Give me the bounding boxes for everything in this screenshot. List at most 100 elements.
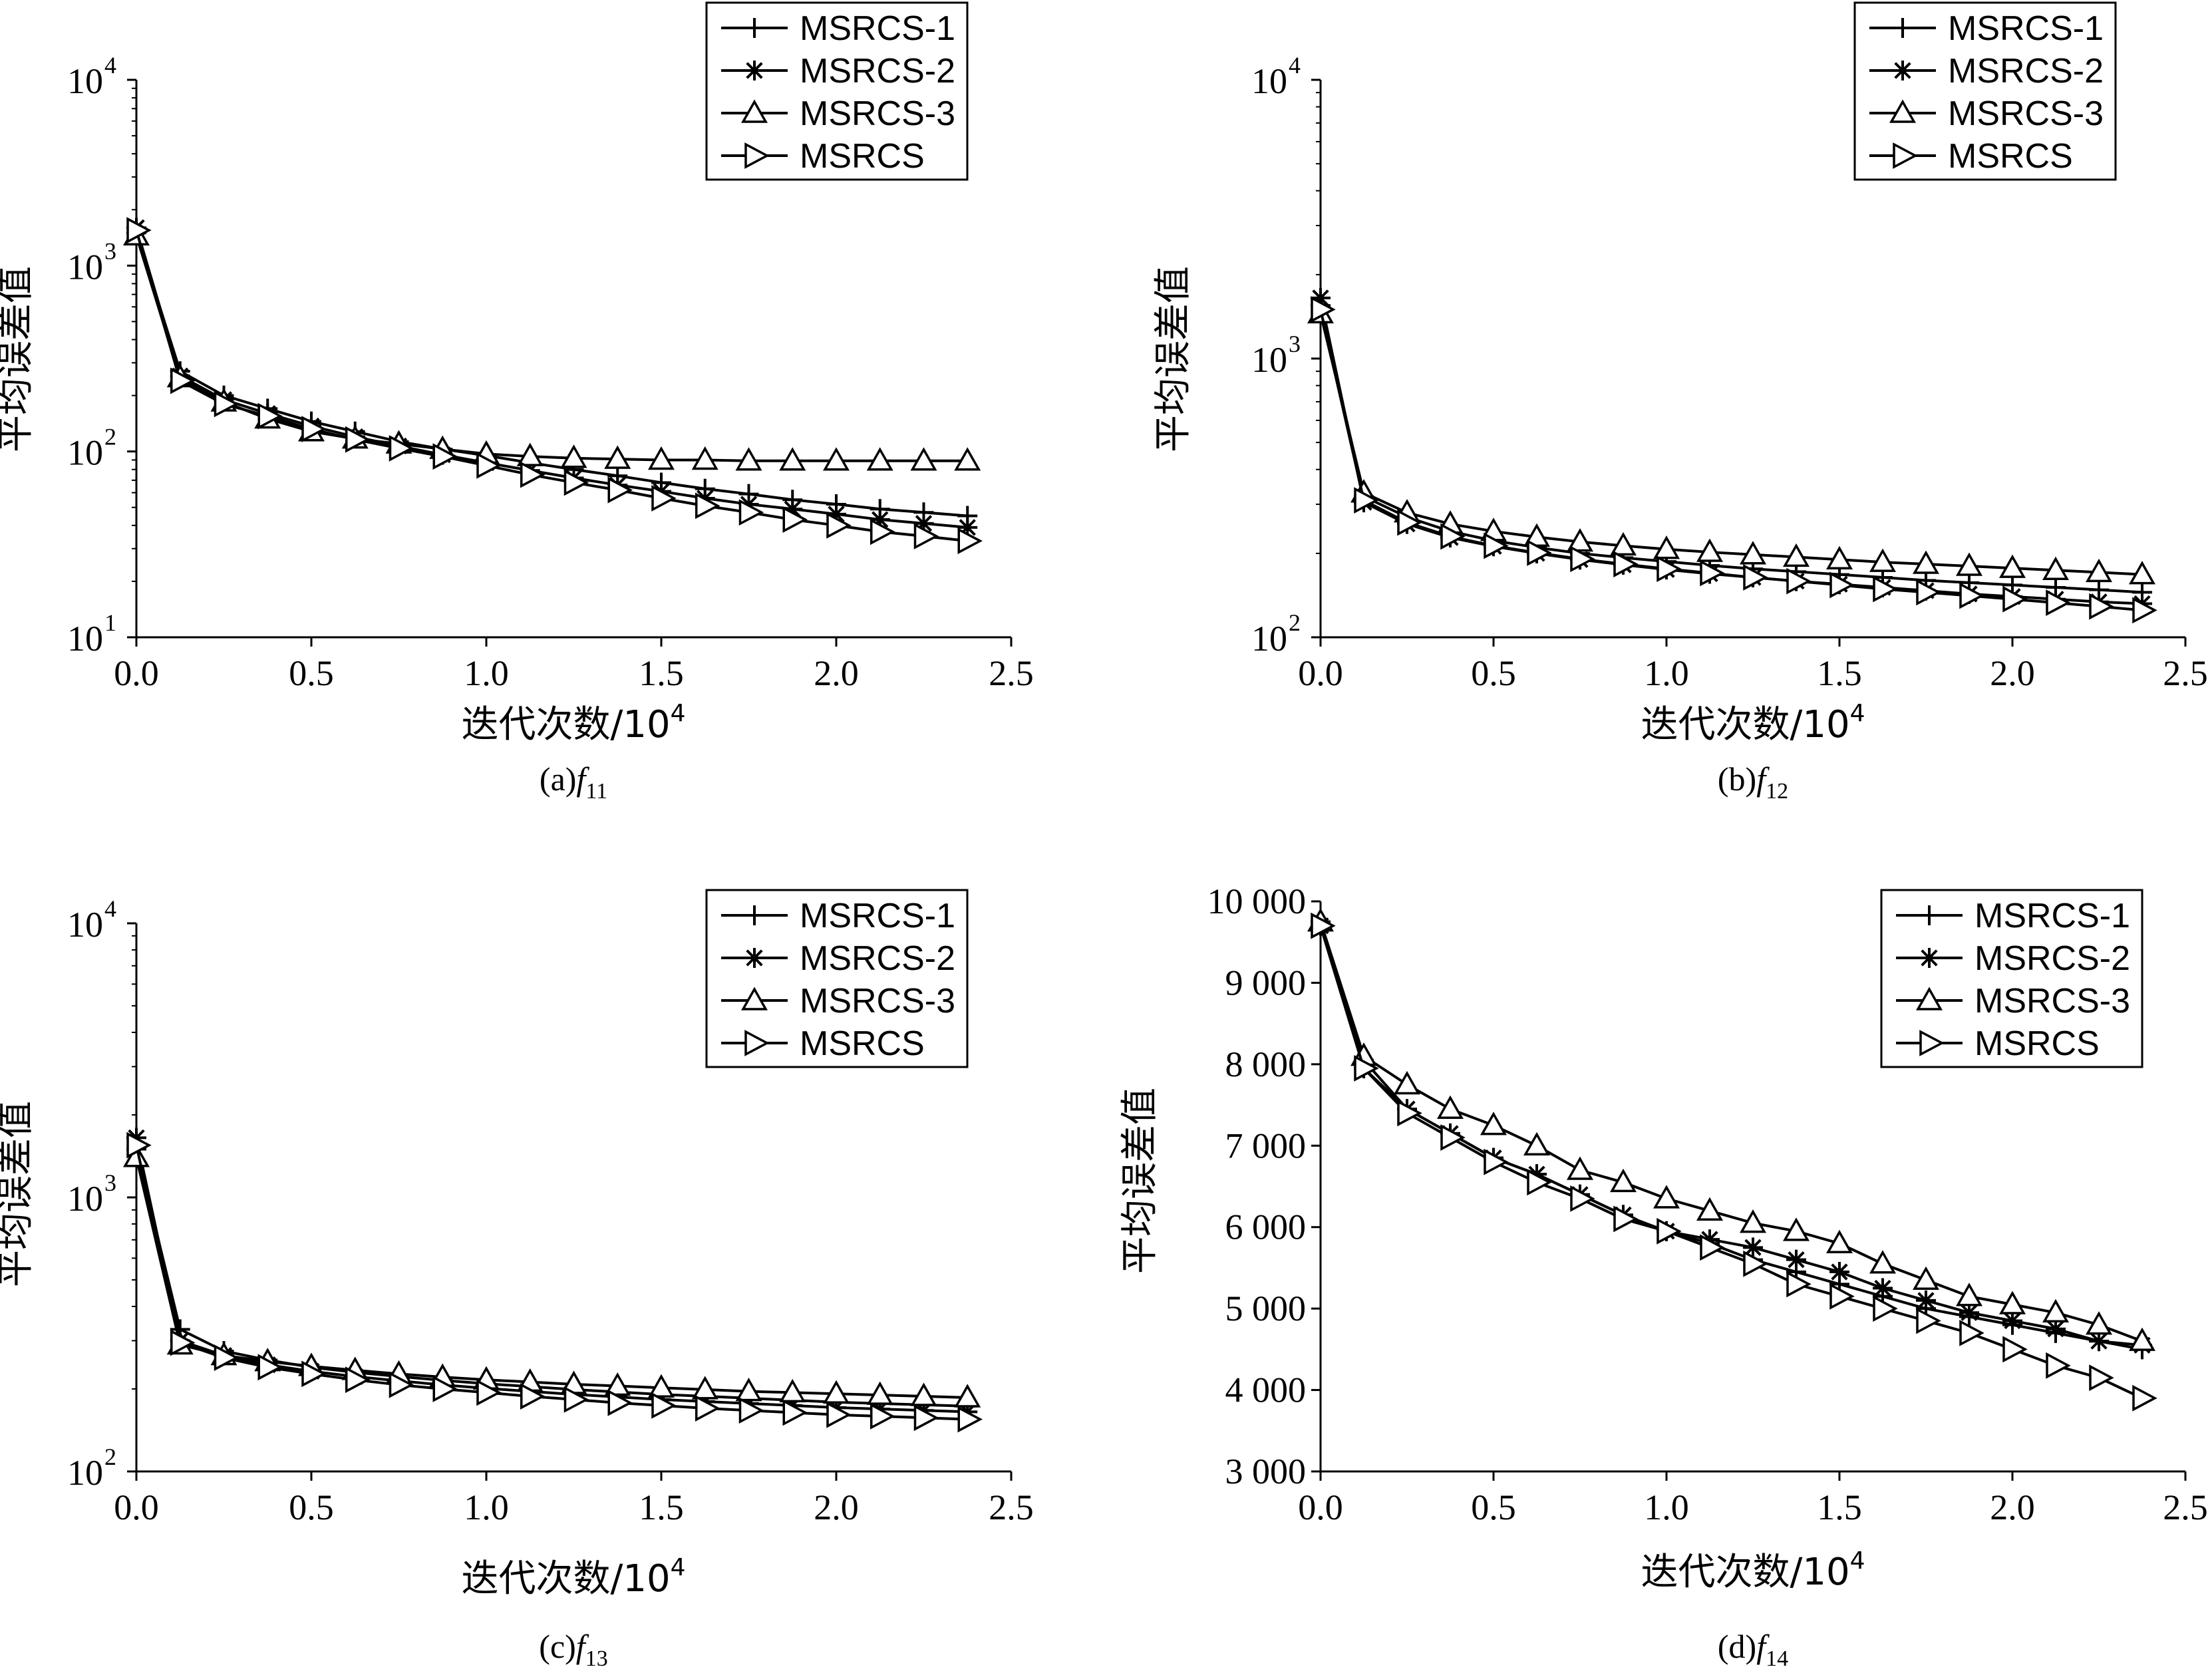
data-point-msrcs	[2132, 1384, 2157, 1412]
data-point-msrcs-3	[1739, 541, 1767, 565]
legend-label: MSRCS-2	[800, 939, 955, 978]
x-axis-label-text: 迭代次数/10	[1641, 703, 1849, 746]
data-point-msrcs	[1959, 582, 1984, 609]
data-point-msrcs-3	[1869, 548, 1897, 572]
legend-marker	[1919, 948, 1939, 968]
data-point-msrcs	[651, 1392, 677, 1419]
data-point-msrcs-3	[647, 1374, 675, 1398]
data-point-msrcs	[2002, 585, 2028, 613]
y-tick-exponent: 3	[1289, 331, 1301, 357]
data-point-msrcs-3	[735, 447, 762, 471]
data-point-msrcs	[1311, 296, 1336, 323]
caption-prefix: (d)	[1718, 1628, 1756, 1665]
data-point-msrcs	[1484, 1148, 1509, 1175]
x-tick-label: 2.0	[1990, 653, 2035, 693]
legend-label: MSRCS-3	[1948, 94, 2104, 133]
data-point-msrcs	[1829, 571, 1855, 599]
data-point-msrcs	[563, 469, 589, 496]
x-tick-label: 2.5	[989, 1487, 1034, 1527]
y-tick-exponent: 3	[104, 237, 116, 264]
y-tick-exponent: 1	[104, 609, 116, 636]
data-point-msrcs	[2002, 1336, 2028, 1363]
data-point-msrcs	[1354, 1055, 1379, 1082]
x-axis-label-exponent: 4	[1850, 700, 1865, 727]
series-line-msrcs	[1319, 309, 2143, 612]
data-point-msrcs	[432, 1376, 458, 1402]
y-tick-label: 5 000	[1225, 1289, 1307, 1328]
y-axis-label: 平均误差值	[1118, 1088, 1162, 1274]
data-point-msrcs-3	[735, 1378, 762, 1402]
y-tick-label: 3 000	[1225, 1451, 1307, 1491]
data-point-msrcs-3	[1782, 543, 1810, 567]
caption-subscript: 13	[585, 1646, 608, 1671]
data-point-msrcs	[1829, 1283, 1855, 1310]
data-point-msrcs	[957, 1406, 983, 1433]
data-point-msrcs	[1916, 1307, 1941, 1334]
data-point-msrcs	[476, 452, 502, 479]
data-point-msrcs-2	[2002, 1310, 2022, 1331]
data-point-msrcs-2	[826, 504, 846, 524]
legend-label: MSRCS	[1975, 1024, 2100, 1063]
data-point-msrcs-3	[1869, 1250, 1897, 1274]
series-line-msrcs	[135, 229, 968, 543]
legend-label: MSRCS-2	[800, 52, 955, 90]
x-tick-label: 0.0	[114, 653, 159, 693]
y-tick-label: 10	[1251, 340, 1287, 380]
data-point-msrcs	[1786, 1271, 1812, 1298]
data-point-msrcs-2	[2046, 1318, 2066, 1339]
data-point-msrcs-3	[1912, 550, 1940, 574]
data-point-msrcs	[1786, 567, 1812, 595]
data-point-msrcs	[389, 1371, 414, 1398]
data-point-msrcs-2	[1916, 1290, 1936, 1310]
y-tick-exponent: 4	[104, 895, 116, 922]
y-tick-label: 10	[67, 1179, 103, 1219]
legend-marker	[744, 61, 764, 80]
data-point-msrcs	[2089, 1364, 2114, 1392]
data-point-msrcs-2	[1743, 1237, 1763, 1258]
data-point-msrcs	[957, 528, 983, 555]
x-tick-label: 2.5	[2163, 1487, 2208, 1527]
data-point-msrcs	[1873, 1295, 1898, 1322]
y-tick-label: 10	[67, 61, 103, 101]
legend-marker	[1915, 987, 1943, 1010]
data-point-msrcs-3	[1825, 1229, 1853, 1253]
data-point-msrcs-2	[869, 510, 890, 530]
data-point-msrcs	[826, 512, 852, 539]
x-tick-label: 1.5	[639, 653, 684, 693]
y-tick-label: 10	[67, 905, 103, 945]
data-point-msrcs-3	[2042, 1298, 2070, 1323]
data-point-msrcs	[520, 1383, 546, 1410]
y-tick-exponent: 2	[1289, 609, 1301, 636]
x-axis-label-text: 迭代次数/10	[461, 1557, 670, 1600]
legend-marker	[1893, 142, 1918, 169]
data-point-msrcs	[782, 506, 808, 533]
data-point-msrcs-3	[866, 447, 893, 471]
data-point-msrcs	[1527, 1169, 1552, 1196]
data-point-msrcs-3	[1825, 545, 1853, 569]
y-tick-label: 7 000	[1225, 1126, 1307, 1165]
legend-label: MSRCS-3	[1975, 982, 2130, 1020]
data-point-msrcs	[1959, 1319, 1984, 1346]
x-axis-label-exponent: 4	[671, 700, 686, 727]
x-axis-label: 迭代次数/104	[461, 1554, 685, 1600]
data-point-msrcs	[301, 1360, 327, 1388]
legend-label: MSRCS-3	[800, 982, 955, 1020]
x-tick-label: 0.5	[289, 1487, 334, 1527]
data-point-msrcs	[345, 1366, 371, 1394]
data-point-msrcs-3	[1782, 1217, 1810, 1241]
x-axis-label-exponent: 4	[1850, 1547, 1865, 1575]
data-point-msrcs	[2089, 593, 2114, 620]
data-point-msrcs	[1657, 555, 1682, 583]
panel-caption: (c)f13	[539, 1628, 607, 1671]
data-point-msrcs	[257, 402, 283, 430]
x-tick-label: 1.0	[464, 1487, 509, 1527]
x-tick-label: 0.5	[1471, 653, 1516, 693]
legend-marker	[1919, 1030, 1945, 1056]
data-point-msrcs-3	[516, 442, 544, 466]
data-point-msrcs-2	[738, 494, 759, 514]
data-point-msrcs	[170, 367, 196, 394]
legend-label: MSRCS-1	[800, 9, 955, 48]
data-point-msrcs	[1440, 523, 1466, 550]
